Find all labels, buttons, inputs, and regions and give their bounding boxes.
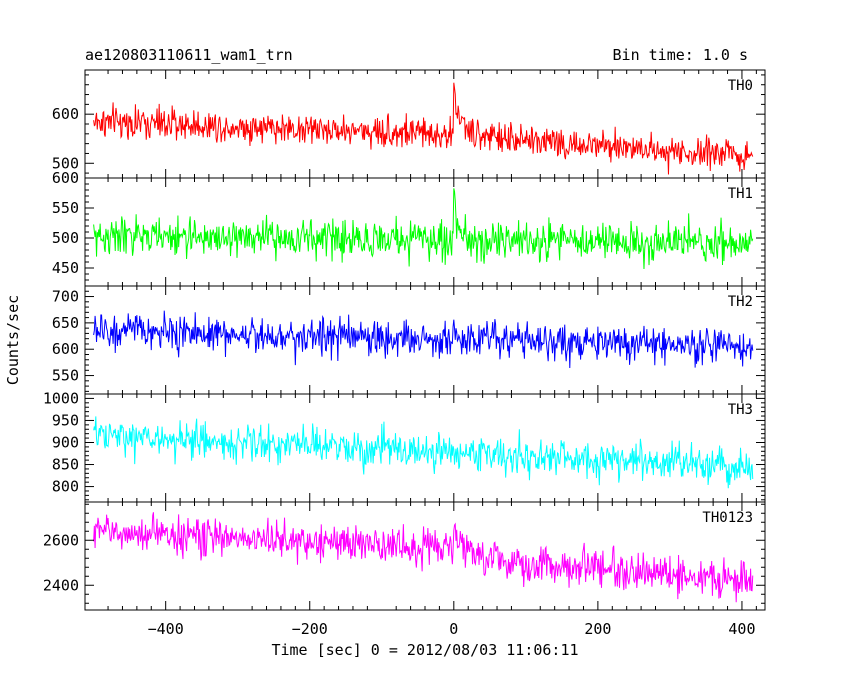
y-tick-label: 500: [52, 229, 79, 247]
series-th3-line: [93, 416, 754, 489]
bin-time-label: Bin time: 1.0 s: [613, 46, 748, 64]
y-tick-label: 450: [52, 259, 79, 277]
y-tick-label: 500: [52, 154, 79, 172]
panel-name-label: TH1: [728, 186, 753, 202]
panel-th0123: 2400 2600 TH0123: [43, 501, 766, 611]
chart-title: ae120803110611_wam1_trn: [85, 46, 293, 64]
y-tick-label: 2400: [43, 576, 79, 594]
x-axis-title: Time [sec] 0 = 2012/08/03 11:06:11: [271, 641, 578, 659]
y-tick-label: 550: [52, 367, 79, 385]
y-tick-label: 900: [52, 433, 79, 451]
y-tick-label: 550: [52, 199, 79, 217]
panel-th3: 800 850 900 950 1000 TH3: [43, 389, 766, 503]
x-tick-label: 400: [728, 620, 755, 638]
y-tick-label: 700: [52, 288, 79, 306]
series-th1-line: [93, 188, 754, 269]
series-th0-line: [93, 82, 754, 175]
y-tick-label: 850: [52, 456, 79, 474]
panel-name-label: TH3: [728, 402, 753, 418]
series-th0123-line: [93, 512, 754, 603]
panel-name-label: TH0: [728, 78, 753, 94]
y-tick-label: 800: [52, 478, 79, 496]
panel-name-label: TH0123: [702, 510, 753, 526]
panel-th0: 500 600 TH0: [52, 69, 766, 179]
y-axis-title: Counts/sec: [4, 295, 22, 385]
x-tick-label: −400: [148, 620, 184, 638]
y-tick-label: 2600: [43, 531, 79, 549]
series-th2-line: [93, 310, 754, 369]
y-tick-label: 600: [52, 105, 79, 123]
x-tick-label: 0: [449, 620, 458, 638]
panel-th1: 450 500 550 600 TH1: [52, 169, 766, 287]
panel-th2: 550 600 650 700 TH2: [52, 285, 766, 395]
x-tick-label: 200: [584, 620, 611, 638]
panel-name-label: TH2: [728, 294, 753, 310]
y-tick-label: 1000: [43, 389, 79, 407]
y-tick-label: 950: [52, 411, 79, 429]
panel-frame: [84, 393, 766, 503]
y-tick-label: 600: [52, 340, 79, 358]
panel-frame: [84, 501, 766, 611]
x-axis: −400 −200 0 200 400: [148, 620, 756, 638]
y-tick-label: 600: [52, 169, 79, 187]
x-tick-label: −200: [292, 620, 328, 638]
y-tick-label: 650: [52, 314, 79, 332]
